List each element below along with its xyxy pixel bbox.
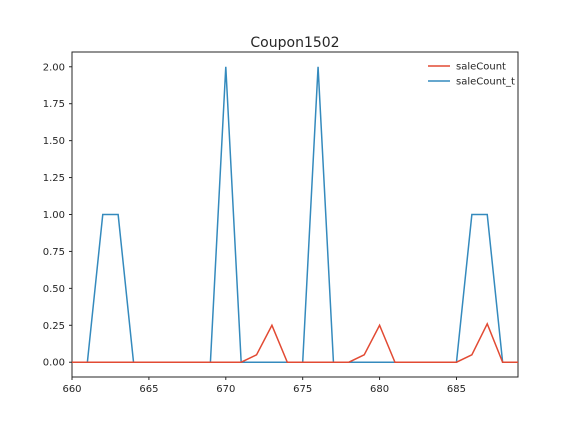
x-axis: 660 665 670 675 680 685 (62, 377, 466, 395)
legend: saleCount saleCount_t (428, 62, 515, 88)
legend-label: saleCount_t (456, 77, 515, 88)
series-line-salecount (72, 321, 518, 363)
x-tick-label: 670 (216, 384, 235, 395)
y-tick-label: 0.00 (43, 358, 65, 369)
x-tick-label: 665 (139, 384, 158, 395)
x-tick-label: 660 (62, 384, 81, 395)
x-tick-label: 675 (293, 384, 312, 395)
chart-title: Coupon1502 (250, 35, 339, 51)
y-tick-label: 1.25 (43, 173, 65, 184)
series-layer (72, 66, 518, 363)
y-tick-label: 1.50 (43, 136, 65, 147)
y-tick-label: 0.75 (43, 247, 65, 258)
y-tick-label: 1.00 (43, 210, 65, 221)
legend-label: saleCount (456, 62, 506, 73)
y-tick-label: 1.75 (43, 99, 65, 110)
plot-area (71, 51, 519, 378)
plot-frame (71, 51, 519, 378)
y-axis: 0.00 0.25 0.50 0.75 1.00 1.25 1.50 1.75 2.00 (43, 62, 72, 369)
x-tick-label: 685 (447, 384, 466, 395)
x-tick-label: 680 (370, 384, 389, 395)
y-tick-label: 2.00 (43, 62, 65, 73)
y-tick-label: 0.25 (43, 321, 65, 332)
y-tick-label: 0.50 (43, 284, 65, 295)
